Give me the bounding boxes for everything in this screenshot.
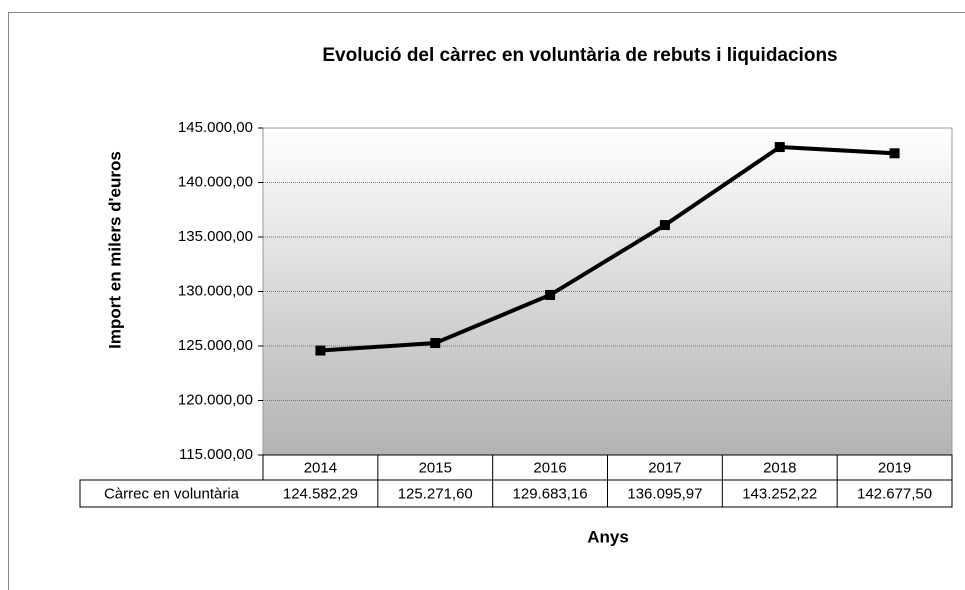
y-tick-label: 120.000,00 <box>178 391 253 408</box>
value-label: 125.271,60 <box>398 485 473 502</box>
value-label: 142.677,50 <box>857 485 932 502</box>
line <box>320 145 895 353</box>
chart-title: Evolució del càrrec en voluntària de reb… <box>322 45 837 66</box>
y-tick-label: 145.000,00 <box>178 119 253 136</box>
y-axis-title: Import en milers d'euros <box>105 151 124 349</box>
x-tick-label: 2014 <box>304 459 337 476</box>
table-border <box>79 479 953 508</box>
x-tick-label: 2018 <box>763 459 796 476</box>
y-tick-label: 115.000,00 <box>179 446 253 463</box>
legend-label: Càrrec en voluntària <box>104 485 240 502</box>
x-tick-label: 2016 <box>533 459 566 476</box>
value-label: 124.582,29 <box>283 485 358 502</box>
y-tick-label: 130.000,00 <box>178 282 253 299</box>
marker <box>545 289 556 300</box>
marker <box>774 142 785 153</box>
x-tick-label: 2017 <box>648 459 681 476</box>
y-tick-label: 140.000,00 <box>178 173 253 190</box>
marker <box>430 338 441 349</box>
y-tick-label: 135.000,00 <box>178 228 253 245</box>
y-tick-label: 125.000,00 <box>178 337 253 354</box>
marker <box>889 148 900 159</box>
marker <box>315 345 326 356</box>
x-tick-label: 2015 <box>419 459 452 476</box>
marker <box>659 220 670 231</box>
chart-border <box>8 12 965 590</box>
value-label: 129.683,16 <box>513 485 588 502</box>
value-label: 143.252,22 <box>742 485 817 502</box>
x-tick-label: 2019 <box>878 459 911 476</box>
x-axis-title: Anys <box>587 527 629 546</box>
value-label: 136.095,97 <box>627 485 702 502</box>
